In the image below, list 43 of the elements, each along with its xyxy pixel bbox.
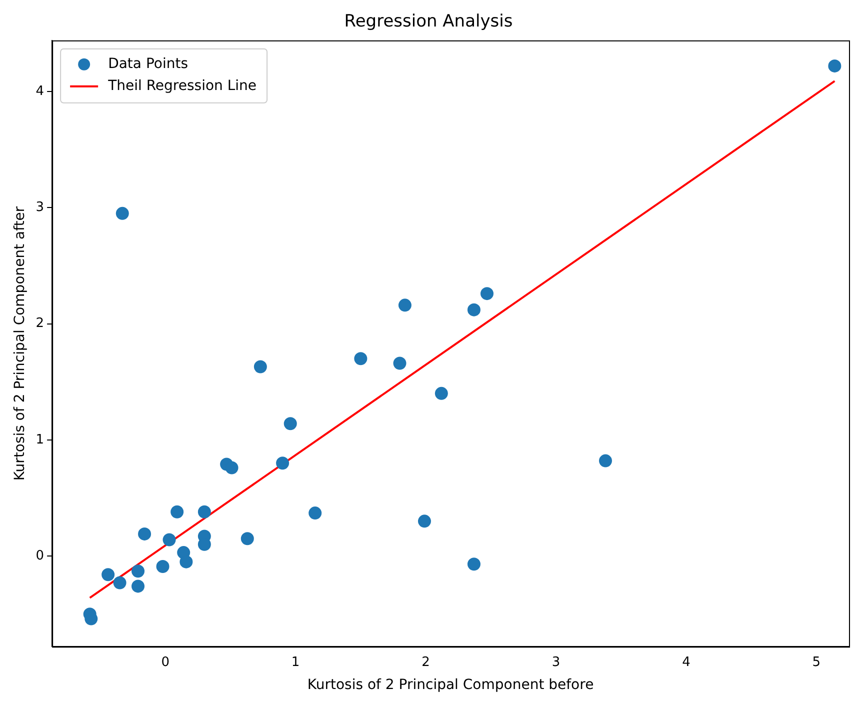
point bbox=[276, 456, 290, 470]
x-tick-label: 0 bbox=[161, 654, 170, 670]
legend-label: Theil Regression Line bbox=[107, 78, 257, 94]
chart-title: Regression Analysis bbox=[344, 12, 513, 32]
point bbox=[308, 506, 322, 520]
point bbox=[254, 360, 267, 374]
point bbox=[598, 454, 612, 468]
x-tick-label: 2 bbox=[422, 654, 430, 670]
point bbox=[116, 206, 129, 220]
y-tick-label: 0 bbox=[36, 548, 44, 564]
point bbox=[102, 568, 115, 582]
point bbox=[113, 576, 126, 590]
point bbox=[467, 558, 480, 571]
point bbox=[393, 356, 406, 370]
y-tick-label: 4 bbox=[36, 84, 44, 99]
y-tick-label: 3 bbox=[36, 200, 44, 216]
x-tick-label: 5 bbox=[812, 654, 821, 670]
point bbox=[418, 514, 431, 528]
point bbox=[132, 564, 145, 578]
y-tick-label: 2 bbox=[36, 316, 44, 332]
x-axis-title: Kurtosis of 2 Principal Component before bbox=[307, 677, 594, 694]
point bbox=[225, 461, 238, 474]
x-tick-label: 3 bbox=[552, 654, 560, 670]
point bbox=[138, 527, 152, 540]
point bbox=[132, 580, 145, 593]
point bbox=[162, 533, 176, 546]
point bbox=[284, 417, 297, 430]
legend-label: Data Points bbox=[108, 56, 188, 72]
x-tick-label: 1 bbox=[291, 654, 300, 670]
point bbox=[180, 555, 193, 568]
point bbox=[480, 287, 494, 300]
x-tick-label: 4 bbox=[682, 654, 690, 670]
point bbox=[198, 505, 211, 518]
point bbox=[240, 532, 254, 546]
y-tick-label: 1 bbox=[36, 432, 44, 448]
point bbox=[156, 560, 170, 573]
point bbox=[467, 303, 480, 316]
y-axis-title: Kurtosis of 2 Principal Component after bbox=[12, 206, 28, 481]
point bbox=[434, 386, 448, 400]
point bbox=[170, 505, 184, 518]
point bbox=[398, 298, 412, 312]
point bbox=[828, 59, 842, 72]
point bbox=[354, 352, 368, 366]
